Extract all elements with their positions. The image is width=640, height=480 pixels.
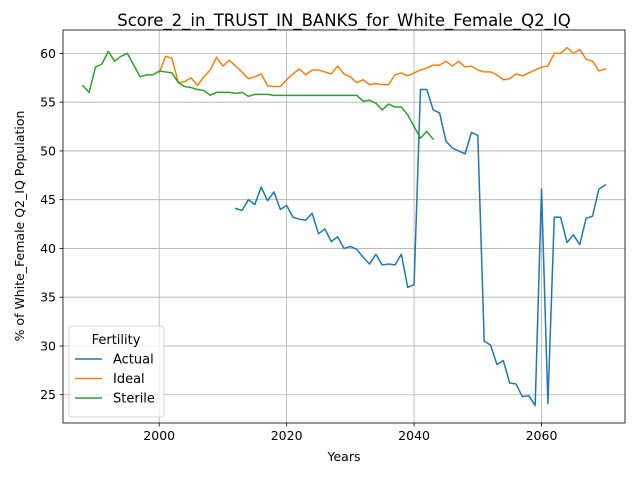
y-tick-label: 45 [40, 192, 56, 207]
series-line-sterile [81, 50, 435, 141]
grid [63, 30, 625, 423]
x-tick-label: 2040 [398, 428, 430, 443]
series-lines [81, 46, 607, 407]
legend-box [68, 325, 165, 418]
legend: Fertility Actual Ideal Sterile [68, 325, 165, 418]
y-tick-label: 35 [40, 290, 56, 305]
plot-frame [62, 29, 626, 424]
y-tick-label: 50 [40, 143, 56, 158]
y-axis-ticks: 25 30 35 40 45 50 55 60 [40, 46, 63, 402]
series-line-actual [234, 88, 607, 407]
y-tick-label: 40 [40, 241, 56, 256]
y-tick-label: 55 [40, 95, 56, 110]
y-tick-label: 25 [40, 387, 56, 402]
x-tick-label: 2020 [271, 428, 303, 443]
x-tick-label: 2060 [526, 428, 558, 443]
y-tick-label: 30 [40, 338, 56, 353]
x-axis-label: Years [327, 449, 361, 464]
x-axis-ticks: 2000 2020 2040 2060 [143, 423, 557, 443]
legend-entries: Actual Ideal Sterile [75, 353, 155, 407]
legend-label-actual: Actual [113, 353, 154, 368]
x-tick-label: 2000 [143, 428, 175, 443]
legend-label-sterile: Sterile [113, 392, 155, 407]
legend-label-ideal: Ideal [113, 372, 145, 387]
series-line-ideal [158, 46, 607, 88]
y-axis-label: % of White_Female Q2_IQ Population [12, 111, 27, 342]
chart-title: Score_2_in_TRUST_IN_BANKS_for_White_Fema… [117, 11, 571, 31]
legend-title: Fertility [92, 333, 141, 348]
y-tick-label: 60 [40, 46, 56, 61]
